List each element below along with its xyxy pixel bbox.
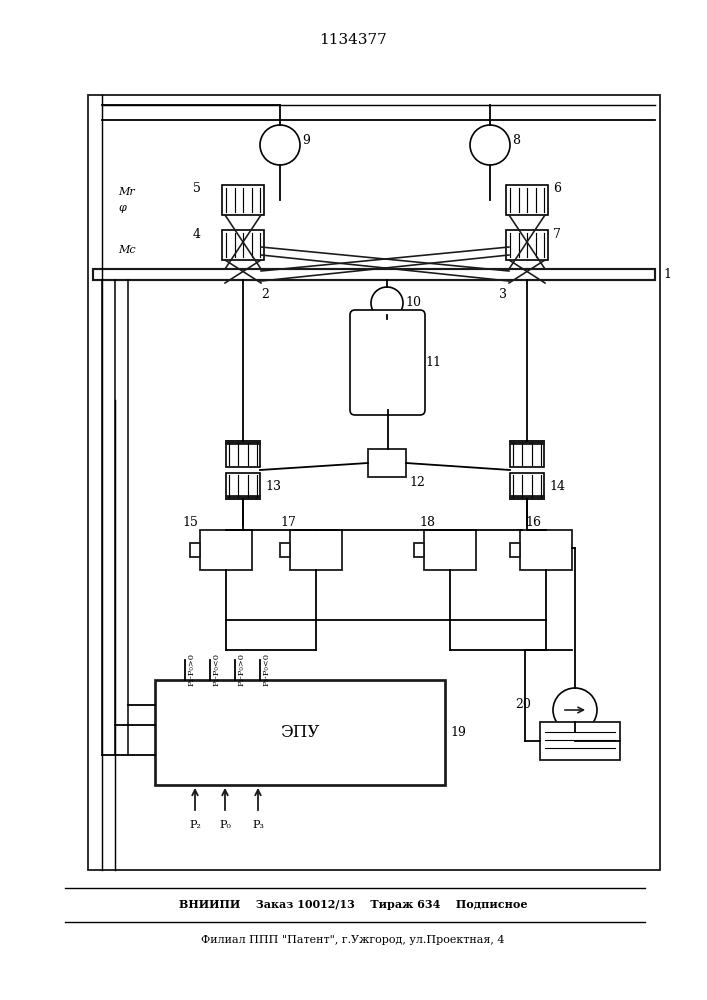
Bar <box>222 185 264 215</box>
Text: P₂-P₀>0: P₂-P₀>0 <box>188 654 196 686</box>
FancyBboxPatch shape <box>350 310 425 415</box>
Bar <box>414 543 424 557</box>
Text: Филиал ППП "Патент", г.Ужгород, ул.Проектная, 4: Филиал ППП "Патент", г.Ужгород, ул.Проек… <box>201 935 505 945</box>
Bar <box>510 441 544 444</box>
Text: 6: 6 <box>553 182 561 194</box>
Text: 17: 17 <box>280 516 296 528</box>
Bar <box>226 441 260 467</box>
Text: 18: 18 <box>419 516 435 528</box>
Bar <box>290 530 342 570</box>
Bar <box>424 530 476 570</box>
Text: 14: 14 <box>549 480 565 492</box>
Text: 11: 11 <box>425 356 441 369</box>
Text: ВНИИПИ    Заказ 10012/13    Тираж 634    Подписное: ВНИИПИ Заказ 10012/13 Тираж 634 Подписно… <box>179 900 527 910</box>
Text: 20: 20 <box>515 698 531 712</box>
Text: P₂: P₂ <box>189 820 201 830</box>
Bar <box>520 530 572 570</box>
Text: 1134377: 1134377 <box>319 33 387 47</box>
Text: 4: 4 <box>193 229 201 241</box>
Text: 7: 7 <box>553 229 561 241</box>
Bar <box>510 543 520 557</box>
Text: 2: 2 <box>261 288 269 300</box>
Bar <box>200 530 252 570</box>
Bar <box>368 449 406 477</box>
Text: 13: 13 <box>265 480 281 492</box>
Circle shape <box>553 688 597 732</box>
Text: 19: 19 <box>450 726 466 739</box>
Bar <box>226 496 260 499</box>
Text: φ: φ <box>118 203 126 213</box>
Bar <box>506 185 548 215</box>
Circle shape <box>470 125 510 165</box>
Bar <box>540 722 620 760</box>
Bar <box>510 473 544 499</box>
Text: 8: 8 <box>512 133 520 146</box>
Text: Мс: Мс <box>118 245 136 255</box>
Bar <box>226 473 260 499</box>
Text: 10: 10 <box>405 296 421 310</box>
Bar <box>280 543 290 557</box>
Bar <box>190 543 200 557</box>
Text: P₂-P₀<0: P₂-P₀<0 <box>213 654 221 686</box>
Circle shape <box>260 125 300 165</box>
Bar <box>226 441 260 444</box>
Bar <box>510 496 544 499</box>
Bar <box>510 441 544 467</box>
Text: P₃-P₀<0: P₃-P₀<0 <box>263 654 271 686</box>
Text: 15: 15 <box>182 516 198 528</box>
Text: 1: 1 <box>663 267 671 280</box>
Bar <box>88 95 660 870</box>
Text: Мr: Мr <box>118 187 135 197</box>
Text: 12: 12 <box>409 476 425 488</box>
Text: P₀: P₀ <box>219 820 231 830</box>
Text: 16: 16 <box>525 516 541 528</box>
Bar <box>155 680 445 785</box>
Text: P₃-P₀>0: P₃-P₀>0 <box>238 654 246 686</box>
Text: 9: 9 <box>302 133 310 146</box>
Circle shape <box>371 287 403 319</box>
Text: P₃: P₃ <box>252 820 264 830</box>
Bar <box>93 269 655 280</box>
Text: 5: 5 <box>193 182 201 194</box>
Bar <box>506 230 548 260</box>
Bar <box>222 230 264 260</box>
Text: ЭПУ: ЭПУ <box>280 724 320 741</box>
Text: 3: 3 <box>499 288 507 300</box>
